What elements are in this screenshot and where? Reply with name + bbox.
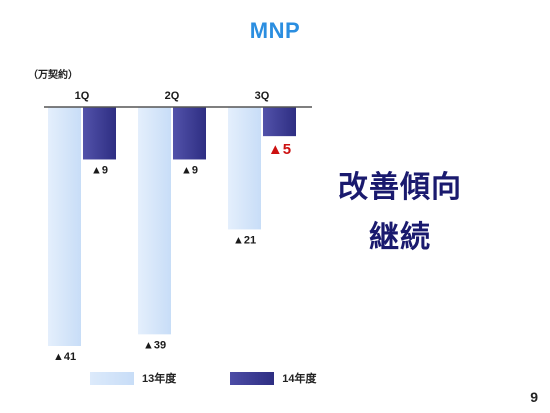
data-label-14-1q: ▲9 <box>91 164 108 176</box>
legend-label-14: 14年度 <box>282 373 317 385</box>
legend-item-14: 14年度 <box>230 370 317 386</box>
data-label-13-2q: ▲39 <box>143 339 166 351</box>
bar-14-2q <box>173 107 206 160</box>
data-label-13-3q: ▲21 <box>233 234 256 246</box>
bar-13-1q <box>48 107 81 346</box>
legend-swatch-13 <box>90 371 134 385</box>
message-line-2: 継続 <box>369 221 431 254</box>
legend-swatch-14 <box>230 371 275 385</box>
legend-item-13: 13年度 <box>90 370 176 386</box>
data-label-14-2q: ▲9 <box>181 164 198 176</box>
category-label-3q: 3Q <box>255 90 270 102</box>
bar-13-2q <box>138 107 171 335</box>
legend: 13年度 14年度 <box>90 370 371 386</box>
data-label-14-3q: ▲5 <box>268 141 291 158</box>
page-number: 9 <box>530 389 538 405</box>
category-label-2q: 2Q <box>165 90 180 102</box>
unit-label: （万契約） <box>28 70 78 81</box>
bar-13-3q <box>228 107 261 230</box>
data-label-13-1q: ▲41 <box>53 351 76 363</box>
bar-14-1q <box>83 107 116 160</box>
message-line-1: 改善傾向 <box>338 171 462 204</box>
bar-14-3q <box>263 107 296 137</box>
chart-title: MNP <box>249 18 301 43</box>
category-label-1q: 1Q <box>75 90 90 102</box>
legend-label-13: 13年度 <box>142 373 177 385</box>
